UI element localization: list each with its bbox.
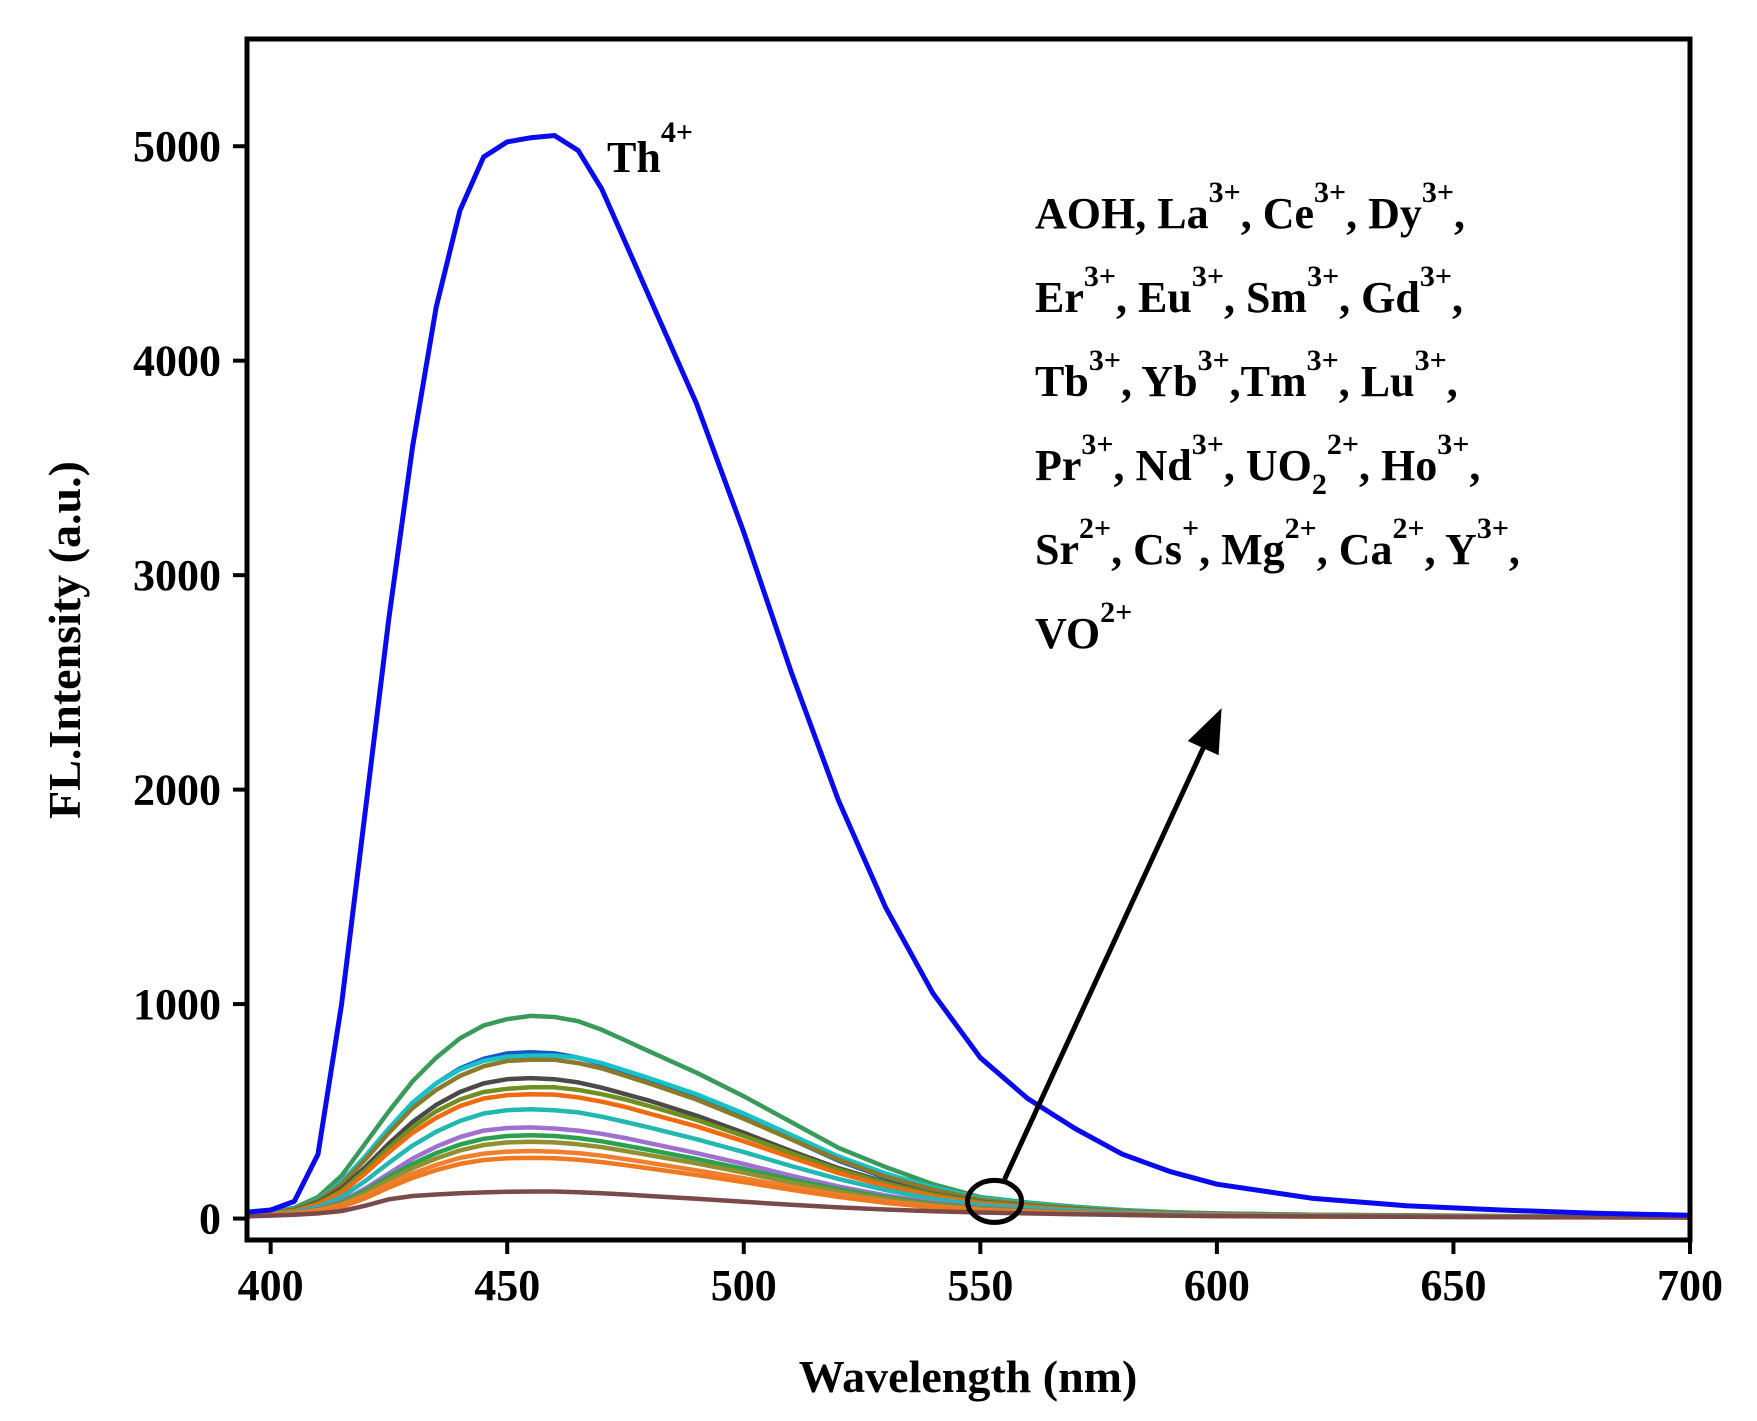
- x-tick-label: 650: [1420, 1261, 1486, 1310]
- y-tick-label: 3000: [133, 551, 221, 600]
- ion-list-line: Er3+, Eu3+, Sm3+, Gd3+,: [1035, 260, 1463, 322]
- series-line-Th4+: [244, 133, 1693, 1218]
- ion-list-line: Pr3+, Nd3+, UO22+, Ho3+,: [1035, 428, 1480, 501]
- x-tick-label: 450: [474, 1261, 540, 1310]
- arrow-shaft: [1002, 747, 1206, 1181]
- y-tick-label: 5000: [133, 122, 221, 171]
- series-group: [244, 133, 1693, 1220]
- ticks-group: 400 450 500 550 600 650 700 0 1000 2000 3000 4000 50…: [133, 122, 1723, 1310]
- x-tick-label: 400: [238, 1261, 304, 1310]
- x-tick-label: 700: [1657, 1261, 1723, 1310]
- y-tick-label: 2000: [133, 766, 221, 815]
- x-tick-label: 500: [711, 1261, 777, 1310]
- x-tick-label: 550: [947, 1261, 1013, 1310]
- y-tick-label: 0: [199, 1195, 221, 1244]
- x-tick-label: 600: [1184, 1261, 1250, 1310]
- ion-list-line: VO2+: [1035, 596, 1132, 658]
- x-axis-title: Wavelength (nm): [799, 1351, 1138, 1402]
- series-line-s14: [244, 1189, 1693, 1220]
- y-tick-label: 1000: [133, 980, 221, 1029]
- y-axis-title: FL.Intensity (a.u.): [39, 461, 90, 819]
- plot-frame: [244, 36, 1693, 1243]
- highlight-circle: [965, 1177, 1025, 1225]
- series-line-s01: [244, 1013, 1693, 1220]
- arrow-head: [1187, 708, 1222, 756]
- y-tick-label: 4000: [133, 337, 221, 386]
- annotations-group: Th4+ AOH, La3+, Ce3+, Dy3+, Er3+, Eu3+, Sm…: [607, 116, 1520, 1225]
- th-label: Th4+: [607, 116, 693, 182]
- ion-list-line: Sr2+, Cs+, Mg2+, Ca2+, Y3+,: [1035, 512, 1520, 574]
- ion-list-line: AOH, La3+, Ce3+, Dy3+,: [1035, 176, 1465, 238]
- ion-list-line: Tb3+, Yb3+,Tm3+, Lu3+,: [1035, 344, 1458, 406]
